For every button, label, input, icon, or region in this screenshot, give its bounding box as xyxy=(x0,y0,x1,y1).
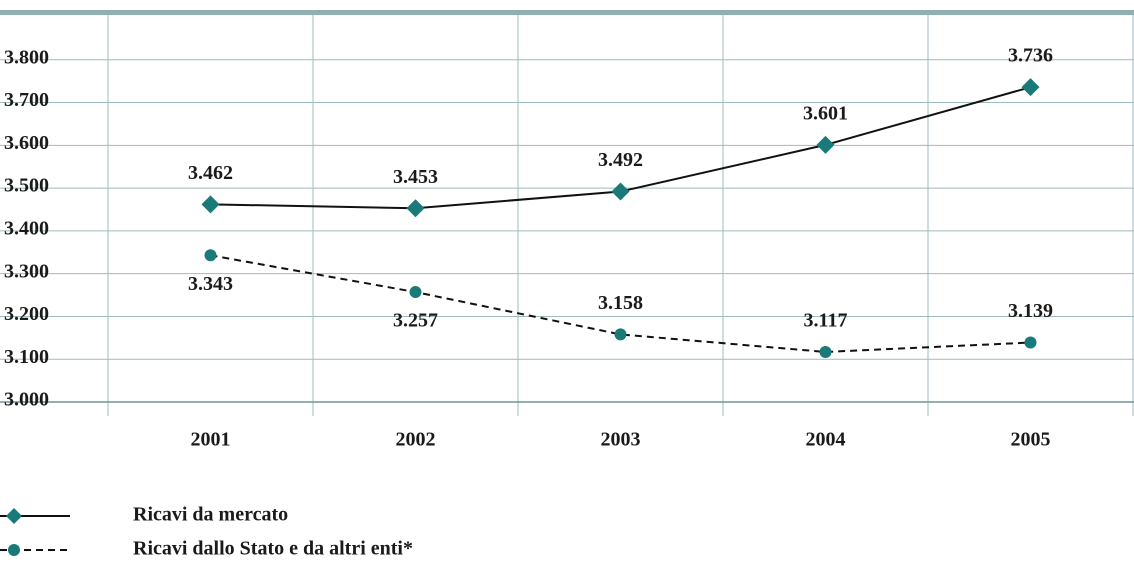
value-label: 3.462 xyxy=(188,162,233,184)
value-label: 3.117 xyxy=(804,310,848,332)
marker xyxy=(1021,78,1040,97)
marker xyxy=(816,135,835,154)
y-tick-label: 3.300 xyxy=(4,260,49,282)
marker xyxy=(201,195,220,214)
marker xyxy=(614,328,627,341)
series-line xyxy=(210,254,1031,353)
y-tick-label: 3.100 xyxy=(4,346,49,368)
marker xyxy=(1024,336,1037,349)
y-tick-label: 3.600 xyxy=(4,132,49,154)
value-label: 3.158 xyxy=(598,292,643,314)
legend-label: Ricavi dallo Stato e da altri enti* xyxy=(133,538,413,560)
marker xyxy=(611,182,630,201)
x-tick-label: 2002 xyxy=(396,429,436,451)
marker xyxy=(406,199,425,218)
value-label: 3.139 xyxy=(1008,300,1053,322)
x-tick-label: 2004 xyxy=(806,429,846,451)
marker xyxy=(409,286,422,299)
y-tick-label: 3.500 xyxy=(4,175,49,197)
marker xyxy=(819,345,832,358)
value-label: 3.601 xyxy=(803,102,848,124)
value-label: 3.492 xyxy=(598,149,643,171)
y-tick-label: 3.800 xyxy=(4,46,49,68)
marker xyxy=(204,249,217,262)
top-band xyxy=(0,10,1134,15)
y-tick-label: 3.400 xyxy=(4,217,49,239)
value-label: 3.453 xyxy=(393,166,438,188)
legend-marker xyxy=(6,508,22,524)
value-label: 3.257 xyxy=(393,310,438,332)
x-tick-label: 2003 xyxy=(601,429,641,451)
legend-marker xyxy=(8,544,20,556)
y-tick-label: 3.200 xyxy=(4,303,49,325)
y-tick-label: 3.700 xyxy=(4,89,49,111)
value-label: 3.343 xyxy=(188,273,233,295)
x-tick-label: 2005 xyxy=(1011,429,1051,451)
legend-label: Ricavi da mercato xyxy=(133,504,288,526)
x-tick-label: 2001 xyxy=(191,429,231,451)
y-tick-label: 3.000 xyxy=(4,389,49,411)
value-label: 3.736 xyxy=(1008,45,1053,67)
